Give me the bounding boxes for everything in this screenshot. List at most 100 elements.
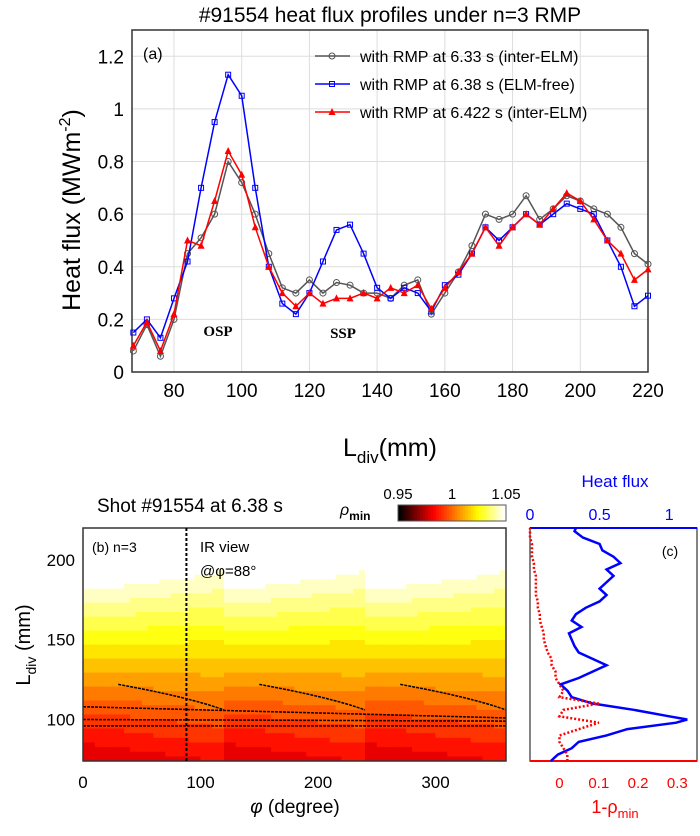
heatmap-cell bbox=[83, 751, 90, 757]
heatmap-cell bbox=[218, 616, 225, 622]
heatmap-cell bbox=[347, 625, 354, 631]
heatmap-cell bbox=[423, 639, 431, 645]
heatmap-cell bbox=[329, 592, 337, 598]
heatmap-cell bbox=[141, 685, 149, 692]
heatmap-cell bbox=[229, 592, 237, 598]
heatmap-cell bbox=[265, 574, 272, 580]
heatmap-cell bbox=[464, 676, 472, 682]
heatmap-cell bbox=[370, 625, 378, 631]
heatmap-cell bbox=[359, 737, 366, 743]
heatmap-cell bbox=[394, 751, 401, 757]
heatmap-cell bbox=[417, 620, 425, 626]
heatmap-cell bbox=[159, 536, 166, 543]
data-point bbox=[427, 304, 435, 312]
heatmap-cell bbox=[247, 620, 254, 626]
heatmap-cell bbox=[318, 620, 325, 626]
heatmap-cell bbox=[323, 695, 331, 701]
heatmap-cell bbox=[106, 634, 113, 640]
heatmap-cell bbox=[83, 597, 90, 603]
heatmap-cell bbox=[276, 639, 284, 645]
heatmap-cell bbox=[406, 690, 413, 696]
heatmap-cell bbox=[147, 667, 154, 673]
heatmap-cell bbox=[212, 541, 219, 547]
heatmap-cell bbox=[447, 676, 454, 682]
heatmap-cell bbox=[312, 564, 319, 571]
bottom-tick-label: 0.1 bbox=[588, 775, 609, 792]
heatmap-cell bbox=[188, 699, 196, 706]
heatmap-cell bbox=[429, 555, 436, 561]
heatmap-cell bbox=[212, 588, 219, 594]
heatmap-cell bbox=[400, 546, 407, 552]
heatmap-cell bbox=[141, 611, 149, 617]
heatmap-cell bbox=[276, 727, 284, 734]
heatmap-cell bbox=[83, 741, 90, 748]
heatmap-cell bbox=[118, 536, 125, 543]
heatmap-cell bbox=[417, 662, 425, 668]
heatmap-cell bbox=[141, 681, 149, 687]
heatmap-cell bbox=[241, 690, 248, 696]
heatmap-cell bbox=[141, 578, 149, 585]
heatmap-cell bbox=[488, 555, 495, 561]
heatmap-cell bbox=[394, 727, 401, 734]
heatmap-cell bbox=[218, 681, 225, 687]
heatmap-cell bbox=[335, 616, 342, 622]
heatmap-cell bbox=[394, 676, 401, 682]
heatmap-cell bbox=[494, 699, 501, 706]
heatmap-cell bbox=[459, 569, 466, 575]
heatmap-cell bbox=[88, 662, 96, 668]
heatmap-cell bbox=[347, 569, 354, 575]
heatmap-cell bbox=[94, 690, 102, 696]
heatmap-cell bbox=[141, 583, 149, 589]
heatmap-cell bbox=[500, 592, 507, 598]
heatmap-cell bbox=[253, 704, 260, 710]
heatmap-cell bbox=[494, 546, 501, 552]
heatmap-cell bbox=[376, 527, 384, 533]
heatmap-cell bbox=[153, 746, 160, 752]
heatmap-cell bbox=[106, 620, 113, 626]
heatmap-cell bbox=[429, 578, 436, 585]
heatmap-cell bbox=[500, 746, 507, 752]
heatmap-cell bbox=[194, 718, 201, 724]
heatmap-cell bbox=[259, 620, 266, 626]
heatmap-cell bbox=[282, 695, 290, 701]
heatmap-cell bbox=[106, 602, 113, 608]
heatmap-cell bbox=[388, 588, 395, 594]
heatmap-cell bbox=[94, 657, 102, 664]
heatmap-cell bbox=[147, 541, 154, 547]
heatmap-cell bbox=[83, 620, 90, 626]
heatmap-cell bbox=[435, 662, 442, 668]
heatmap-cell bbox=[100, 592, 107, 598]
heatmap-cell bbox=[194, 685, 201, 692]
heatmap-cell bbox=[241, 751, 248, 757]
heatmap-cell bbox=[177, 644, 184, 650]
heatmap-cell bbox=[124, 727, 131, 734]
heatmap-cell bbox=[441, 536, 448, 543]
heatmap-cell bbox=[394, 602, 401, 608]
heatmap-cell bbox=[229, 727, 237, 734]
heatmap-cell bbox=[171, 527, 178, 533]
heatmap-cell bbox=[423, 699, 431, 706]
heatmap-cell bbox=[412, 741, 419, 748]
heatmap-cell bbox=[300, 536, 307, 543]
colorbar-cell bbox=[403, 505, 407, 521]
heatmap-cell bbox=[453, 574, 460, 580]
heatmap-cell bbox=[229, 681, 237, 687]
heatmap-cell bbox=[453, 606, 460, 612]
heatmap-cell bbox=[429, 630, 436, 636]
heatmap-cell bbox=[400, 597, 407, 603]
heatmap-cell bbox=[112, 588, 119, 594]
heatmap-cell bbox=[83, 657, 90, 664]
heatmap-cell bbox=[83, 699, 90, 706]
heatmap-cell bbox=[306, 699, 313, 706]
heatmap-cell bbox=[435, 536, 442, 543]
heatmap-cell bbox=[482, 644, 489, 650]
heatmap-cell bbox=[476, 648, 483, 654]
heatmap-cell bbox=[370, 555, 378, 561]
heatmap-cell bbox=[347, 592, 354, 598]
heatmap-cell bbox=[323, 704, 331, 710]
heatmap-cell bbox=[177, 630, 184, 636]
heatmap-cell bbox=[265, 727, 272, 734]
heatmap-cell bbox=[294, 546, 301, 552]
panel-label: (a) bbox=[143, 46, 163, 63]
heatmap-cell bbox=[265, 713, 272, 720]
